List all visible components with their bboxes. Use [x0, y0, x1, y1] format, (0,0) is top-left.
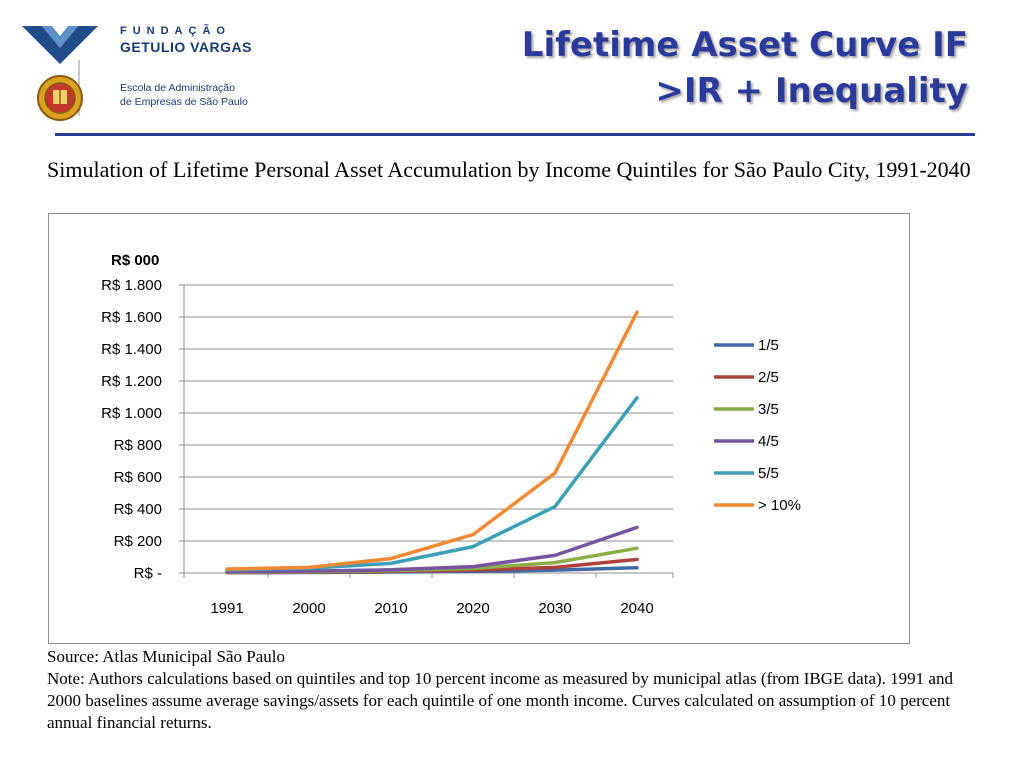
source-line: Source: Atlas Municipal São Paulo: [47, 647, 285, 666]
fgv-logo: FUNDAÇÃO GETULIO VARGAS Escola de Admini…: [22, 22, 262, 122]
y-tick-label: R$ 1.400: [101, 341, 162, 358]
chart-frame: R$ - R$ 200 R$ 400 R$ 600 R$ 800 R$ 1.000 R$ 1…: [48, 213, 910, 644]
y-tick-label: R$ 1.600: [101, 309, 162, 326]
y-tick-label: R$ 1.800: [101, 277, 162, 294]
series-line: [225, 525, 639, 574]
x-tick-label: 2010: [374, 600, 407, 617]
x-tick-label: 1991: [210, 600, 243, 617]
legend-label: 1/5: [758, 337, 779, 354]
school-line2: de Empresas de São Paulo: [120, 96, 248, 108]
line-chart: R$ - R$ 200 R$ 400 R$ 600 R$ 800 R$ 1.000 R$ 1…: [101, 252, 801, 617]
y-tick-label: R$ -: [134, 565, 162, 582]
y-tick-label: R$ 1.200: [101, 373, 162, 390]
legend-label: 4/5: [758, 433, 779, 450]
note-text: Note: Authors calculations based on quin…: [47, 669, 953, 732]
y-unit-label: R$ 000: [111, 252, 159, 269]
slide-title-line2: >IR + Inequality: [655, 71, 968, 111]
title-divider: [55, 133, 975, 136]
legend-label: 5/5: [758, 465, 779, 482]
y-tick-label: R$ 800: [114, 437, 162, 454]
legend-label: 3/5: [758, 401, 779, 418]
x-tick-label: 2040: [620, 600, 653, 617]
legend-label: 2/5: [758, 369, 779, 386]
org-line1: FUNDAÇÃO: [120, 25, 231, 37]
chart-caption: Simulation of Lifetime Personal Asset Ac…: [47, 157, 971, 182]
y-tick-label: R$ 600: [114, 469, 162, 486]
x-tick-label: 2020: [456, 600, 489, 617]
fgv-chevron-logo: [22, 26, 98, 64]
series-line: [225, 396, 639, 572]
legend-label: > 10%: [758, 497, 801, 514]
x-tick-label: 2000: [292, 600, 325, 617]
slide-title-line1: Lifetime Asset Curve IF: [521, 25, 968, 65]
org-line2: GETULIO VARGAS: [120, 39, 252, 55]
y-tick-label: R$ 1.000: [101, 405, 162, 422]
slide-title: Lifetime Asset Curve IF >IR + Inequality: [522, 22, 968, 114]
y-tick-label: R$ 400: [114, 501, 162, 518]
school-crest-icon: [37, 75, 83, 121]
school-line1: Escola de Administração: [120, 82, 235, 94]
series-line: [225, 310, 639, 571]
notes: Source: Atlas Municipal São Paulo Note: …: [47, 646, 987, 734]
y-tick-label: R$ 200: [114, 533, 162, 550]
x-tick-label: 2030: [538, 600, 571, 617]
